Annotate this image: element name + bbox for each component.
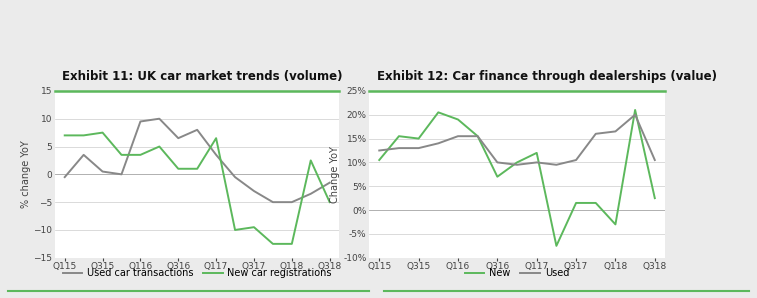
Y-axis label: Change YoY: Change YoY [331,146,341,203]
Legend: Used car transactions, New car registrations: Used car transactions, New car registrat… [58,264,336,282]
Text: Exhibit 12: Car finance through dealerships (value): Exhibit 12: Car finance through dealersh… [377,70,717,83]
Legend: New, Used: New, Used [461,264,573,282]
Y-axis label: % change YoY: % change YoY [20,140,31,208]
Text: Exhibit 11: UK car market trends (volume): Exhibit 11: UK car market trends (volume… [62,70,343,83]
